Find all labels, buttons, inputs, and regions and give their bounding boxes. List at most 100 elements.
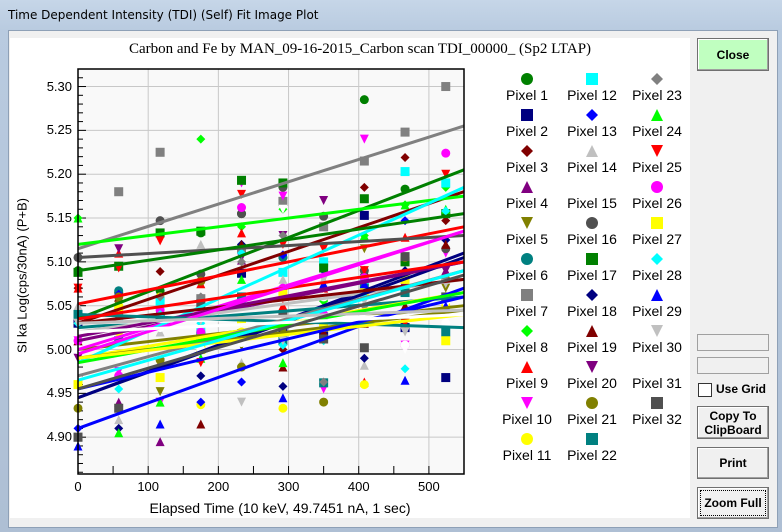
legend-marker bbox=[521, 433, 533, 445]
legend-label: Pixel 16 bbox=[567, 231, 617, 247]
data-point bbox=[278, 309, 288, 319]
square-marker-icon bbox=[586, 433, 598, 445]
triangle-down-marker-icon bbox=[651, 325, 663, 337]
legend-label: Pixel 23 bbox=[632, 87, 682, 103]
legend-marker bbox=[651, 145, 663, 157]
legend-label: Pixel 18 bbox=[567, 303, 617, 319]
legend-item: Pixel 19 bbox=[557, 324, 627, 355]
fit-line bbox=[77, 168, 465, 321]
fit-line bbox=[77, 229, 465, 356]
data-point bbox=[359, 353, 369, 363]
legend-marker bbox=[586, 397, 598, 409]
y-tick-label: 5.15 bbox=[46, 210, 72, 226]
y-tick-label: 5.25 bbox=[46, 122, 72, 138]
legend-marker bbox=[521, 289, 533, 301]
data-point bbox=[319, 222, 329, 232]
legend-label: Pixel 19 bbox=[567, 339, 617, 355]
circle-marker-icon bbox=[586, 217, 598, 229]
legend-item: Pixel 11 bbox=[492, 432, 562, 463]
circle-marker-icon bbox=[586, 397, 598, 409]
legend-label: Pixel 5 bbox=[505, 231, 549, 247]
use-grid-checkbox[interactable] bbox=[698, 383, 712, 397]
circle-marker-icon bbox=[521, 433, 533, 445]
legend-marker bbox=[651, 361, 663, 373]
fit-line bbox=[77, 212, 465, 273]
legend-marker bbox=[586, 253, 598, 265]
legend-item: Pixel 25 bbox=[622, 144, 692, 175]
data-point bbox=[278, 204, 288, 214]
legend-marker bbox=[521, 361, 533, 373]
data-point bbox=[278, 393, 288, 403]
data-point bbox=[278, 403, 288, 413]
legend-item: Pixel 29 bbox=[622, 288, 692, 319]
legend-item: Pixel 13 bbox=[557, 108, 627, 139]
fit-line bbox=[77, 234, 465, 259]
close-button[interactable]: Close bbox=[697, 38, 769, 71]
data-point bbox=[196, 134, 206, 144]
data-point bbox=[237, 228, 247, 238]
legend-marker bbox=[586, 73, 598, 85]
triangle-down-marker-icon bbox=[521, 217, 533, 229]
data-point bbox=[237, 203, 247, 213]
legend-label: Pixel 3 bbox=[505, 159, 549, 175]
legend-label: Pixel 22 bbox=[567, 447, 617, 463]
legend-item: Pixel 14 bbox=[557, 144, 627, 175]
data-point bbox=[441, 266, 451, 276]
data-point bbox=[319, 320, 329, 330]
fit-line bbox=[77, 190, 465, 325]
data-point bbox=[155, 437, 165, 447]
data-point bbox=[278, 358, 288, 368]
legend-marker bbox=[521, 397, 533, 409]
fit-line bbox=[77, 273, 465, 391]
legend-label: Pixel 8 bbox=[505, 339, 549, 355]
legend-marker bbox=[651, 73, 663, 85]
legend-marker bbox=[521, 217, 533, 229]
data-point bbox=[278, 289, 288, 299]
data-point bbox=[441, 169, 451, 179]
data-point bbox=[359, 279, 369, 289]
triangle-up-marker-icon bbox=[521, 361, 533, 373]
x-tick-label: 100 bbox=[137, 479, 160, 494]
x-tick-label: 0 bbox=[74, 479, 82, 494]
data-point bbox=[155, 419, 165, 429]
data-point bbox=[400, 153, 410, 163]
triangle-up-marker-icon bbox=[586, 145, 598, 157]
legend-item: Pixel 24 bbox=[622, 108, 692, 139]
diamond-marker-icon bbox=[521, 325, 533, 337]
data-point bbox=[359, 156, 369, 166]
square-marker-icon bbox=[586, 73, 598, 85]
legend-item: Pixel 32 bbox=[622, 396, 692, 427]
legend-item: Pixel 1 bbox=[492, 72, 562, 103]
data-point bbox=[441, 82, 451, 92]
legend-label: Pixel 32 bbox=[632, 411, 682, 427]
triangle-up-marker-icon bbox=[651, 289, 663, 301]
plot-frame bbox=[77, 68, 465, 475]
fit-line bbox=[77, 260, 465, 338]
data-point bbox=[196, 226, 206, 236]
data-point bbox=[114, 384, 124, 394]
data-point bbox=[359, 134, 369, 144]
data-point bbox=[441, 178, 451, 188]
legend-item: Pixel 21 bbox=[557, 396, 627, 427]
data-point bbox=[237, 274, 247, 284]
zoom-full-button[interactable]: Zoom Full bbox=[697, 487, 769, 519]
legend-label: Pixel 6 bbox=[505, 267, 549, 283]
title-bar[interactable]: Time Dependent Intensity (TDI) (Self) Fi… bbox=[0, 0, 782, 30]
y-tick-label: 5.00 bbox=[46, 341, 72, 357]
fit-line bbox=[77, 308, 465, 325]
circle-marker-icon bbox=[651, 361, 663, 373]
legend-label: Pixel 12 bbox=[567, 87, 617, 103]
data-point bbox=[155, 292, 165, 302]
data-point bbox=[155, 267, 165, 276]
print-button[interactable]: Print bbox=[697, 447, 769, 479]
fit-line bbox=[77, 312, 465, 360]
fit-line bbox=[77, 312, 465, 330]
data-point bbox=[441, 148, 451, 158]
data-point bbox=[237, 397, 247, 407]
legend-item: Pixel 6 bbox=[492, 252, 562, 283]
legend-marker bbox=[651, 217, 663, 229]
x-axis-label: Elapsed Time (10 keV, 49.7451 nA, 1 sec) bbox=[149, 500, 411, 516]
copy-to-clipboard-button[interactable]: Copy To ClipBoard bbox=[697, 406, 769, 439]
data-point bbox=[319, 397, 329, 407]
legend-label: Pixel 24 bbox=[632, 123, 682, 139]
